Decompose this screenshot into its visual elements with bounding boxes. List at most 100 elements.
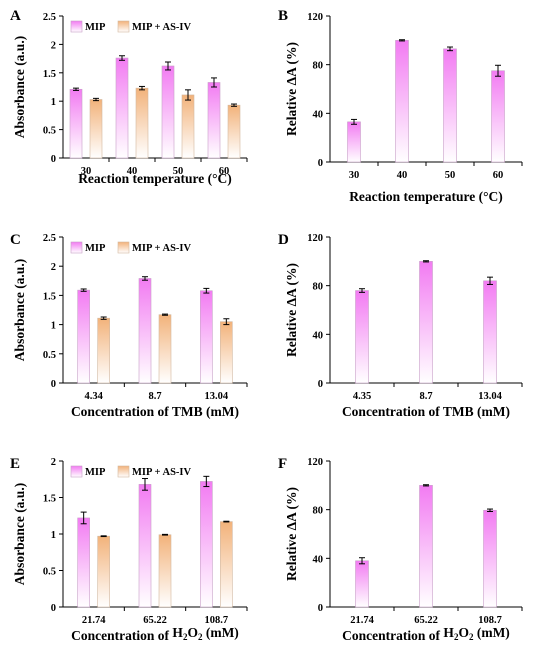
x-tick-label: 4.35 <box>353 391 371 402</box>
bar-mip <box>161 65 175 159</box>
bar-mip <box>491 70 505 163</box>
x-tick-label: 108.7 <box>478 615 502 626</box>
panel-letter: F <box>278 456 287 472</box>
y-tick-label: 0.5 <box>43 567 56 578</box>
x-axis-title: Reaction temperature (°C) <box>78 171 232 186</box>
y-tick-label: 2 <box>51 40 56 51</box>
legend-label-mip-as-iv: MIP + AS-IV <box>132 467 191 478</box>
x-tick-label: 8.7 <box>148 391 161 402</box>
bar-mip <box>207 82 221 159</box>
bar-mip-as-iv <box>97 535 110 608</box>
legend: MIP MIP + AS-IV <box>70 241 191 254</box>
bar-mip-as-iv <box>220 521 233 608</box>
y-axis-title: Absorbance (a.u.) <box>12 36 27 138</box>
bar-mip <box>443 48 457 163</box>
bar-mip <box>138 278 152 384</box>
y-tick-label: 1.5 <box>43 494 56 505</box>
bar-mip <box>69 88 83 159</box>
panel-letter: E <box>10 456 20 472</box>
legend-label-mip-as-iv: MIP + AS-IV <box>132 22 191 33</box>
bar-mip-as-iv <box>220 321 233 384</box>
bar-mip <box>419 261 433 384</box>
y-tick-label: 2.5 <box>43 233 56 244</box>
y-axis-title: Absorbance (a.u.) <box>12 483 27 585</box>
y-tick-label: 120 <box>307 12 323 23</box>
bar-mip <box>77 517 90 608</box>
x-axis-title: Reaction temperature (°C) <box>349 189 503 204</box>
bar-mip <box>355 560 369 608</box>
x-tick-label: 40 <box>397 170 408 181</box>
bar-mip <box>200 481 213 608</box>
legend-label-mip: MIP <box>85 467 106 478</box>
bar-mip <box>138 484 152 608</box>
y-tick-label: 80 <box>313 506 324 517</box>
panel-letter: D <box>278 232 289 248</box>
x-axis-title: Concentration of H2O2 (mM) <box>71 625 239 643</box>
y-tick-label: 1.5 <box>43 69 56 80</box>
y-tick-label: 2.5 <box>43 12 56 23</box>
bar-mip <box>115 57 129 159</box>
y-tick-label: 2 <box>51 262 56 273</box>
y-tick-label: 0 <box>51 379 56 390</box>
legend: MIP MIP + AS-IV <box>70 465 191 478</box>
bar-mip-as-iv <box>89 99 103 159</box>
legend-swatch-mip <box>70 241 83 254</box>
x-axis-title: Concentration of TMB (mM) <box>71 404 239 419</box>
x-tick-label: 50 <box>173 166 184 177</box>
legend-label-mip: MIP <box>85 243 106 254</box>
bar-mip <box>419 485 433 608</box>
legend-swatch-mip-as-iv <box>117 465 130 478</box>
y-tick-label: 0 <box>318 158 323 169</box>
x-tick-label: 30 <box>81 166 92 177</box>
panel-e: E 0 0.5 1 1.5 2 21.74 65.22 108.7 MIP MIP + AS-IV C… <box>10 456 248 643</box>
legend-swatch-mip-as-iv <box>117 241 130 254</box>
y-tick-label: 120 <box>307 233 323 244</box>
y-tick-label: 40 <box>313 330 324 341</box>
bar-mip <box>347 121 361 163</box>
x-tick-label: 65.22 <box>143 615 167 626</box>
bar-mip <box>355 290 369 384</box>
y-tick-label: 1 <box>51 321 56 332</box>
bar-mip <box>200 290 213 384</box>
y-tick-label: 40 <box>313 109 324 120</box>
x-axis-title: Concentration of H2O2 (mM) <box>342 625 510 643</box>
panel-letter: A <box>10 8 21 24</box>
bar-mip <box>483 280 497 384</box>
x-tick-label: 40 <box>127 166 138 177</box>
y-tick-label: 0 <box>51 154 56 165</box>
bar-mip <box>483 509 497 608</box>
y-axis-title: Relative ΔA (%) <box>284 263 299 357</box>
x-tick-label: 65.22 <box>414 615 438 626</box>
y-tick-label: 1 <box>51 530 56 541</box>
y-tick-label: 0.5 <box>43 126 56 137</box>
bar-mip-as-iv <box>227 104 241 159</box>
y-axis-title: Relative ΔA (%) <box>284 42 299 136</box>
panel-b: B 0 40 80 120 30 40 50 60 Reaction temperature (°… <box>278 8 523 204</box>
bar-mip-as-iv <box>158 534 172 608</box>
legend-swatch-mip <box>70 20 83 33</box>
bar-mip-as-iv <box>97 317 110 384</box>
x-tick-label: 13.04 <box>478 391 502 402</box>
panel-a: A 0 0.5 1 1.5 2 2.5 30 40 50 60 MIP MIP + AS-IV React… <box>10 8 248 186</box>
y-tick-label: 1 <box>51 97 56 108</box>
y-tick-label: 120 <box>307 457 323 468</box>
y-axis-title: Absorbance (a.u.) <box>12 259 27 361</box>
x-tick-label: 13.04 <box>205 391 229 402</box>
y-tick-label: 40 <box>313 554 324 565</box>
panel-d: D 0 40 80 120 4.35 8.7 13.04 Concentration of TM… <box>278 232 523 419</box>
y-tick-label: 0 <box>318 379 323 390</box>
x-tick-label: 21.74 <box>350 615 374 626</box>
y-tick-label: 0 <box>318 603 323 614</box>
x-axis-title: Concentration of TMB (mM) <box>342 404 510 419</box>
bar-mip-as-iv <box>181 94 195 159</box>
x-tick-label: 21.74 <box>82 615 106 626</box>
x-tick-label: 60 <box>219 166 230 177</box>
legend-swatch-mip <box>70 465 83 478</box>
y-tick-label: 1.5 <box>43 291 56 302</box>
x-tick-label: 60 <box>493 170 504 181</box>
legend-label-mip-as-iv: MIP + AS-IV <box>132 243 191 254</box>
bar-mip <box>77 289 90 384</box>
panel-letter: B <box>278 8 288 24</box>
